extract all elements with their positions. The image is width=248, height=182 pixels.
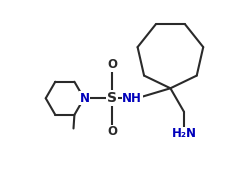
Text: N: N: [80, 92, 90, 105]
Text: S: S: [107, 91, 117, 105]
Text: O: O: [107, 125, 117, 139]
Text: O: O: [107, 58, 117, 71]
Text: NH: NH: [122, 92, 142, 105]
Text: H₂N: H₂N: [172, 127, 197, 140]
